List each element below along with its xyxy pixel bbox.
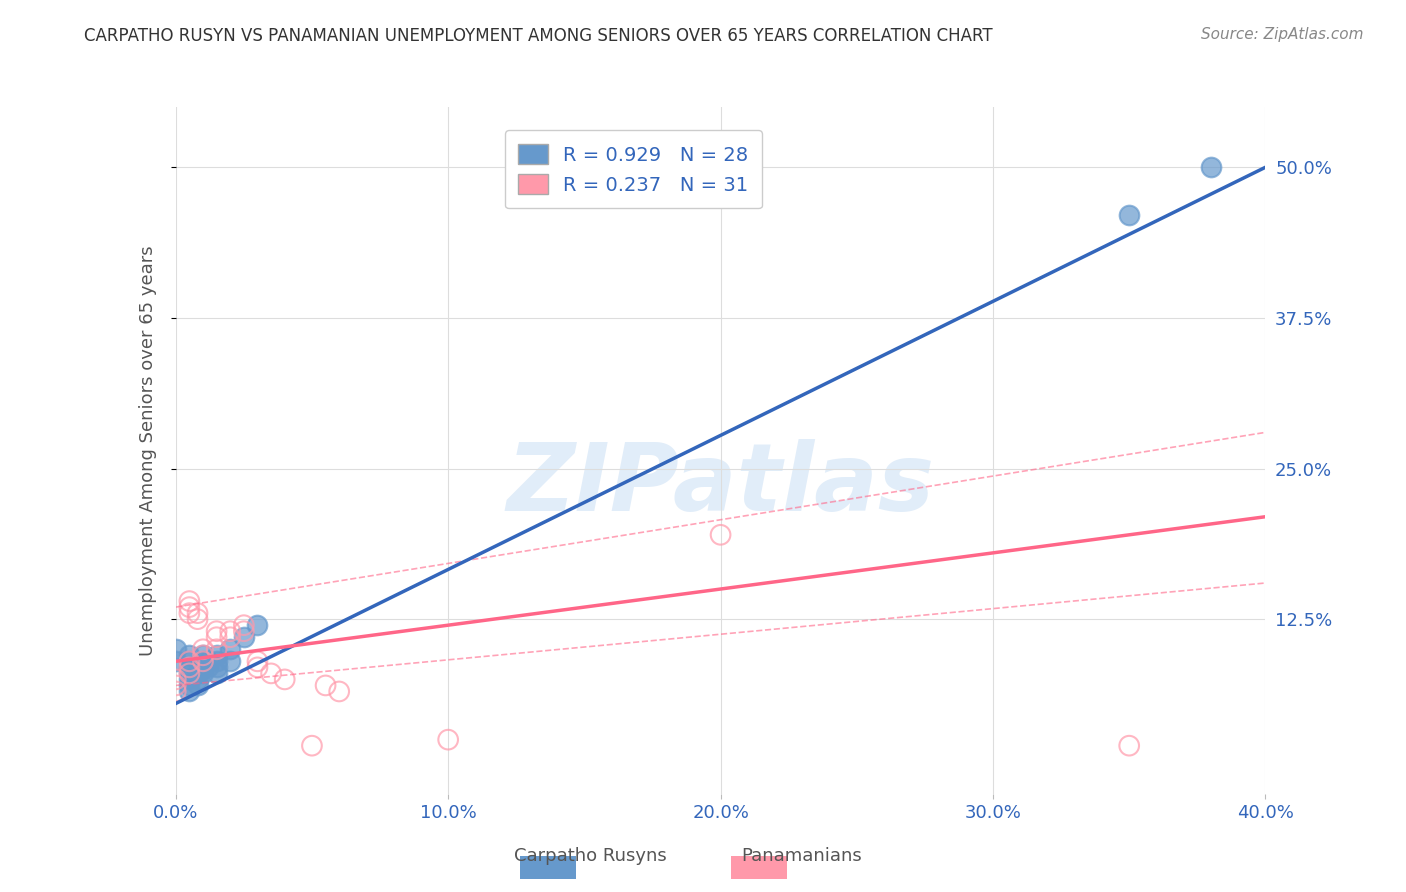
Point: [191, 648, 214, 663]
Legend: R = 0.929   N = 28, R = 0.237   N = 31: R = 0.929 N = 28, R = 0.237 N = 31: [505, 130, 762, 209]
Point: [205, 648, 228, 663]
Point: [165, 654, 187, 668]
Point: [186, 673, 209, 687]
Point: [191, 642, 214, 657]
Point: [328, 684, 350, 698]
Point: [179, 654, 201, 668]
Point: [1118, 209, 1140, 223]
Point: [191, 654, 214, 668]
Point: [179, 678, 201, 692]
Point: [179, 666, 201, 681]
Point: [205, 654, 228, 668]
Point: [232, 624, 254, 639]
Point: [186, 666, 209, 681]
Point: [205, 642, 228, 657]
Y-axis label: Unemployment Among Seniors over 65 years: Unemployment Among Seniors over 65 years: [139, 245, 157, 656]
Point: [219, 642, 242, 657]
Point: [186, 612, 209, 626]
Point: [191, 666, 214, 681]
Point: [1118, 739, 1140, 753]
Point: [246, 654, 269, 668]
Point: [205, 624, 228, 639]
Point: [186, 678, 209, 692]
Point: [301, 739, 323, 753]
Point: [205, 666, 228, 681]
Point: [179, 660, 201, 674]
Point: [179, 654, 201, 668]
Point: [191, 660, 214, 674]
Text: Carpatho Rusyns: Carpatho Rusyns: [515, 847, 666, 865]
Point: [186, 606, 209, 620]
Point: [179, 648, 201, 663]
Point: [205, 660, 228, 674]
Point: [179, 673, 201, 687]
Text: Panamanians: Panamanians: [741, 847, 862, 865]
Text: Source: ZipAtlas.com: Source: ZipAtlas.com: [1201, 27, 1364, 42]
Point: [232, 618, 254, 632]
Point: [219, 630, 242, 644]
Point: [219, 624, 242, 639]
Point: [179, 600, 201, 615]
Point: [437, 732, 460, 747]
Point: [205, 630, 228, 644]
Point: [165, 678, 187, 692]
Point: [165, 642, 187, 657]
Point: [179, 684, 201, 698]
Point: [197, 654, 219, 668]
Point: [179, 660, 201, 674]
Point: [179, 666, 201, 681]
Point: [191, 654, 214, 668]
Point: [179, 594, 201, 608]
Text: ZIPatlas: ZIPatlas: [506, 439, 935, 531]
Point: [197, 660, 219, 674]
Point: [274, 673, 297, 687]
Point: [165, 673, 187, 687]
Point: [1199, 161, 1222, 175]
Point: [246, 660, 269, 674]
Point: [260, 666, 283, 681]
Point: [246, 618, 269, 632]
Point: [165, 684, 187, 698]
Point: [710, 528, 733, 542]
Text: CARPATHO RUSYN VS PANAMANIAN UNEMPLOYMENT AMONG SENIORS OVER 65 YEARS CORRELATIO: CARPATHO RUSYN VS PANAMANIAN UNEMPLOYMEN…: [84, 27, 993, 45]
Point: [219, 654, 242, 668]
Point: [179, 606, 201, 620]
Point: [232, 630, 254, 644]
Point: [315, 678, 337, 692]
Point: [191, 648, 214, 663]
